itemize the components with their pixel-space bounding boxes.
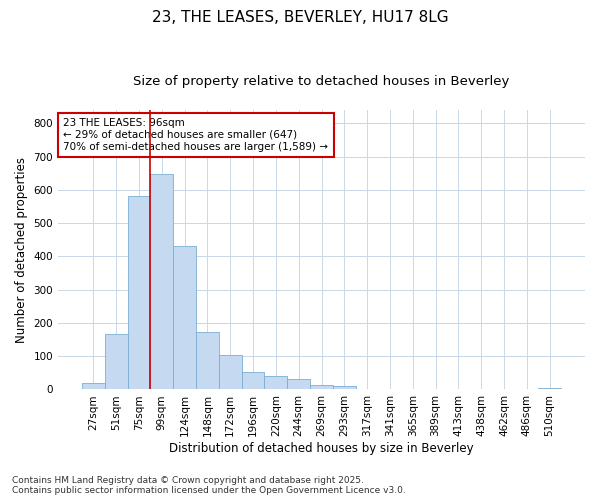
Bar <box>333 386 356 390</box>
Bar <box>173 246 196 390</box>
Bar <box>242 372 265 390</box>
Bar <box>219 354 242 390</box>
Text: Contains HM Land Registry data © Crown copyright and database right 2025.
Contai: Contains HM Land Registry data © Crown c… <box>12 476 406 495</box>
Bar <box>310 386 333 390</box>
X-axis label: Distribution of detached houses by size in Beverley: Distribution of detached houses by size … <box>169 442 474 455</box>
Bar <box>82 384 105 390</box>
Bar <box>265 376 287 390</box>
Y-axis label: Number of detached properties: Number of detached properties <box>15 156 28 342</box>
Bar <box>538 388 561 390</box>
Bar <box>105 334 128 390</box>
Bar <box>287 379 310 390</box>
Bar <box>151 174 173 390</box>
Text: 23, THE LEASES, BEVERLEY, HU17 8LG: 23, THE LEASES, BEVERLEY, HU17 8LG <box>152 10 448 25</box>
Bar <box>196 332 219 390</box>
Text: 23 THE LEASES: 96sqm
← 29% of detached houses are smaller (647)
70% of semi-deta: 23 THE LEASES: 96sqm ← 29% of detached h… <box>64 118 328 152</box>
Title: Size of property relative to detached houses in Beverley: Size of property relative to detached ho… <box>133 75 510 88</box>
Bar <box>128 196 151 390</box>
